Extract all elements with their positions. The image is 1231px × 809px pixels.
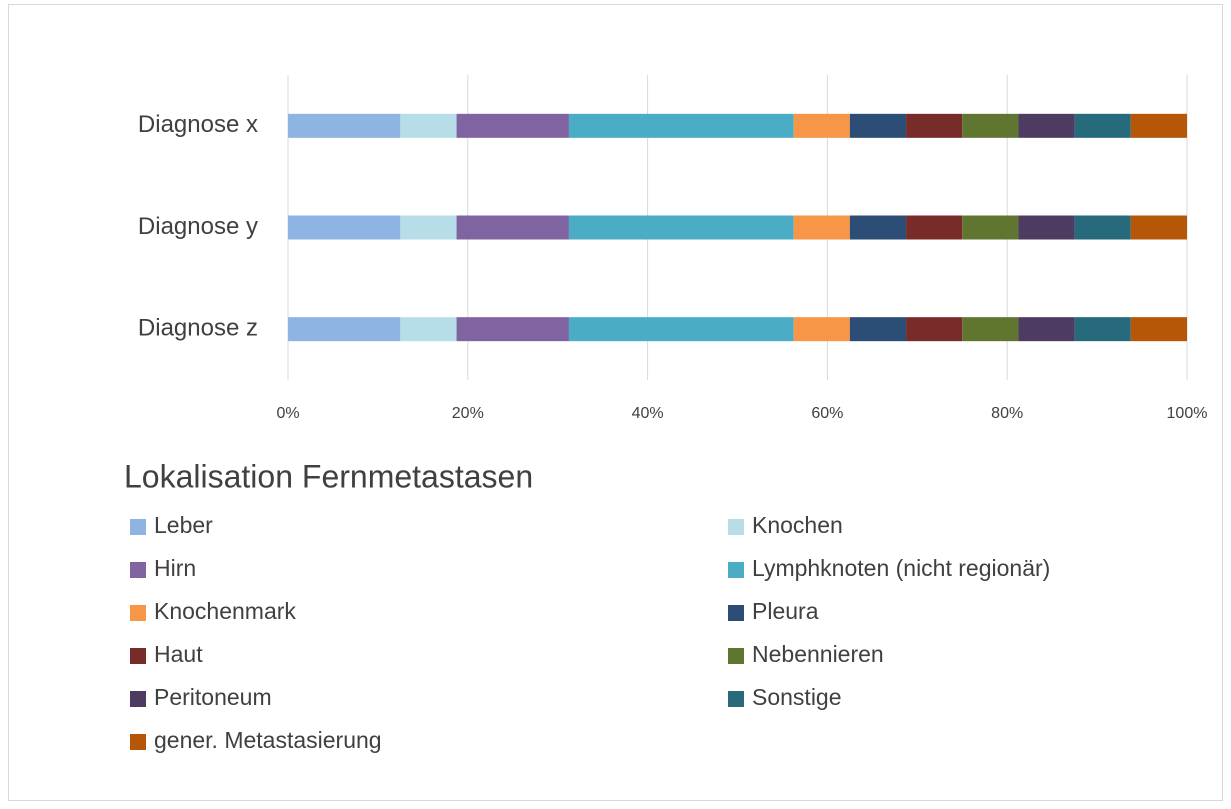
bar-segment [288, 215, 401, 240]
legend-swatch [130, 519, 146, 535]
x-tick-label: 100% [1167, 405, 1208, 422]
legend-label: Leber [154, 512, 213, 538]
legend-label: Sonstige [752, 684, 842, 710]
legend-swatch [130, 562, 146, 578]
x-tick-label: 80% [991, 405, 1023, 422]
legend-label: Hirn [154, 555, 196, 581]
legend-label: gener. Metastasierung [154, 727, 382, 753]
bar-segment [400, 215, 457, 240]
bar-segment [1074, 317, 1131, 342]
legend-label: Haut [154, 641, 203, 667]
bar-segment [400, 317, 457, 342]
bar-segment [962, 113, 1019, 138]
legend-label: Peritoneum [154, 684, 272, 710]
legend-swatch [728, 562, 744, 578]
bar-segment [456, 317, 569, 342]
bar-segment [793, 113, 850, 138]
bar-segment [1018, 113, 1075, 138]
bar-segment [1130, 215, 1187, 240]
bar-segment [962, 317, 1019, 342]
legend-label: Pleura [752, 598, 819, 624]
bar-segment [400, 113, 457, 138]
bar-segment [288, 317, 401, 342]
legend-swatch [728, 519, 744, 535]
bar-segment [793, 215, 850, 240]
bar-segment [456, 113, 569, 138]
legend-swatch [130, 691, 146, 707]
bar-segment [906, 317, 963, 342]
y-tick-label: Diagnose z [138, 315, 258, 342]
legend-label: Knochen [752, 512, 843, 538]
legend-swatch [728, 648, 744, 664]
bar-segment [793, 317, 850, 342]
bar-segment [849, 215, 907, 240]
x-tick-label: 20% [452, 405, 484, 422]
bar-segment [849, 113, 907, 138]
legend-swatch [728, 691, 744, 707]
legend-label: Knochenmark [154, 598, 296, 624]
x-tick-label: 60% [811, 405, 843, 422]
x-tick-label: 40% [632, 405, 664, 422]
x-tick-label: 0% [276, 405, 299, 422]
bar-segment [849, 317, 907, 342]
bar-segment [1018, 317, 1075, 342]
bar-segment [456, 215, 569, 240]
bar-segment [568, 215, 794, 240]
legend-swatch [130, 605, 146, 621]
legend-swatch [728, 605, 744, 621]
bar-segment [568, 113, 794, 138]
y-tick-label: Diagnose x [138, 111, 258, 138]
bar-segment [288, 113, 401, 138]
y-tick-label: Diagnose y [138, 213, 258, 240]
bar-segment [962, 215, 1019, 240]
legend-label: Nebennieren [752, 641, 884, 667]
bar-segment [1074, 113, 1131, 138]
legend-label: Lymphknoten (nicht regionär) [752, 555, 1050, 581]
bar-segment [906, 215, 963, 240]
bar-segment [1130, 317, 1187, 342]
bar-segment [1018, 215, 1075, 240]
legend-swatch [130, 648, 146, 664]
bar-segment [568, 317, 794, 342]
bar-segment [1074, 215, 1131, 240]
bar-segment [906, 113, 963, 138]
bar-segment [1130, 113, 1187, 138]
legend-title: Lokalisation Fernmetastasen [124, 458, 533, 494]
legend-swatch [130, 734, 146, 750]
